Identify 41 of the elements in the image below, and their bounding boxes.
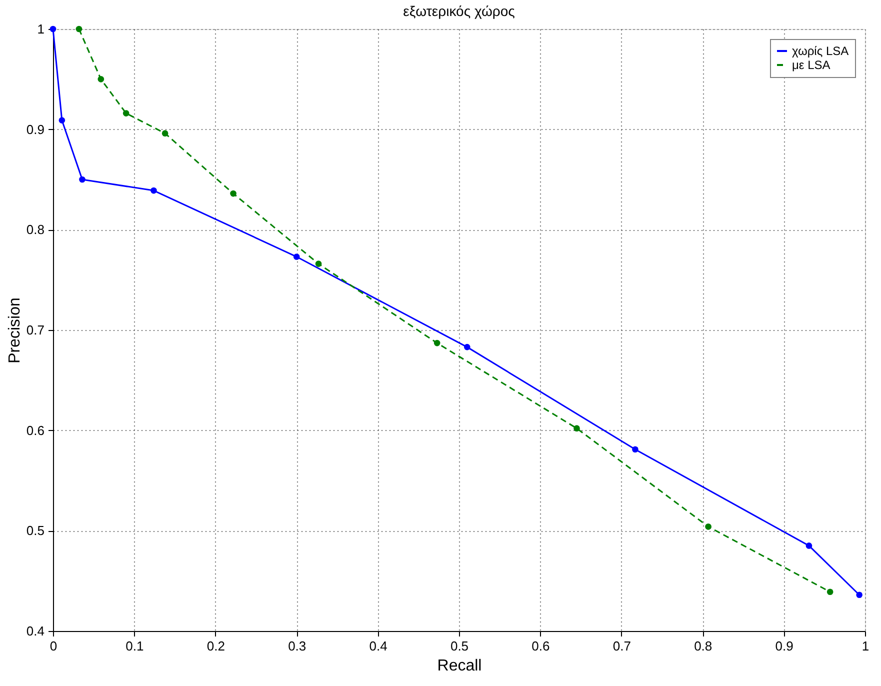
chart-title: εξωτερικός χώρος (403, 3, 516, 19)
x-tick-label: 0.2 (206, 638, 225, 654)
x-tick-label: 0.5 (450, 638, 469, 654)
point (856, 592, 862, 598)
y-tick-label: 0.5 (26, 523, 44, 538)
point (58, 117, 66, 124)
y-tick-label: 0.9 (26, 122, 44, 137)
point (705, 524, 712, 530)
point (574, 425, 580, 432)
y-tick-label: 0.7 (26, 322, 44, 338)
x-tick-label: 0.1 (126, 638, 144, 654)
x-tick-label: 0.9 (775, 638, 794, 654)
legend-label: χωρίς LSA (792, 44, 849, 58)
point (122, 110, 130, 116)
y-axis-title: Precision (6, 298, 24, 364)
point (464, 344, 470, 350)
x-axis-title: Recall (437, 658, 482, 674)
point (826, 588, 834, 596)
point (79, 176, 86, 183)
y-tick-label: 0.8 (26, 222, 44, 238)
point (230, 190, 236, 197)
point (434, 340, 440, 346)
point (98, 76, 104, 82)
point (315, 260, 322, 267)
y-tick-label: 0.4 (26, 624, 44, 638)
x-tick-label: 0.6 (532, 638, 550, 654)
x-tick-label: 0.8 (694, 638, 712, 654)
point (632, 446, 638, 453)
x-tick-label: 0 (50, 638, 58, 654)
point (293, 254, 300, 260)
x-tick-label: 1 (862, 638, 870, 654)
x-tick-label: 0.4 (369, 638, 388, 654)
legend-label: με LSA (792, 58, 830, 72)
y-tick-label: 1 (37, 22, 44, 36)
x-tick-label: 0.3 (288, 638, 306, 654)
point (806, 542, 812, 549)
point (162, 130, 168, 136)
x-tick-label: 0.7 (612, 638, 631, 654)
point (150, 187, 157, 194)
y-tick-label: 0.6 (26, 422, 44, 438)
point (76, 26, 82, 32)
